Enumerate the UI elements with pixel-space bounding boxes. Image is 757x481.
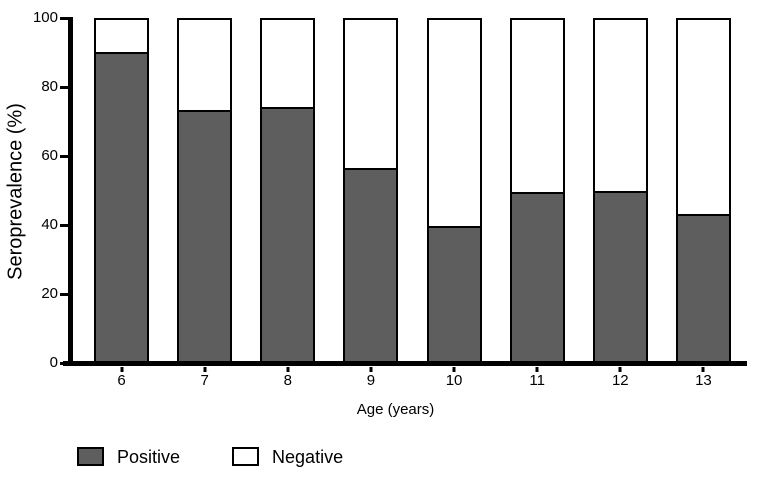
bar-slot-age-9: 9	[343, 18, 399, 388]
bar-positive-segment-age-8	[262, 106, 314, 361]
legend-label-positive: Positive	[117, 446, 181, 467]
bar-positive-segment-age-6	[96, 52, 148, 361]
bar-negative-segment-age-7	[177, 18, 233, 363]
bar-negative-segment-age-10	[426, 18, 482, 363]
x-tick-age-13	[701, 367, 705, 372]
bar-slot-age-13: 13	[675, 18, 731, 388]
y-tick-100	[60, 16, 69, 20]
bar-positive-segment-age-9	[345, 168, 397, 361]
y-tick-label-20: 20	[41, 285, 58, 302]
y-tick-80	[60, 85, 69, 89]
y-tick-label-40: 40	[41, 216, 58, 233]
legend-item-negative: Negative	[232, 447, 343, 466]
x-tick-age-6	[120, 367, 124, 372]
x-tick-label-age-13: 13	[695, 372, 712, 389]
y-tick-label-60: 60	[41, 147, 58, 164]
x-tick-label-age-9: 9	[366, 372, 376, 389]
bar-positive-segment-age-11	[511, 192, 563, 361]
bar-positive-segment-age-12	[594, 190, 646, 361]
bar-slot-age-6: 6	[94, 18, 150, 388]
y-tick-40	[60, 223, 69, 227]
x-tick-label-age-11: 11	[529, 372, 545, 389]
x-axis-line	[63, 361, 747, 366]
x-axis-title: Age (years)	[356, 401, 435, 418]
y-tick-0	[60, 361, 69, 365]
bar-negative-segment-age-11	[509, 18, 565, 363]
x-tick-age-12	[618, 367, 622, 372]
legend-swatch-positive	[77, 447, 104, 466]
bar-negative-segment-age-8	[260, 18, 316, 363]
x-tick-age-11	[535, 367, 539, 372]
y-tick-label-100: 100	[32, 9, 58, 26]
x-tick-age-10	[452, 367, 456, 372]
y-tick-label-0: 0	[49, 354, 58, 371]
y-tick-label-80: 80	[41, 78, 58, 95]
bar-negative-segment-age-13	[675, 18, 731, 363]
legend-item-positive: Positive	[77, 447, 180, 466]
x-tick-label-age-10: 10	[445, 372, 463, 389]
bar-slot-age-7: 7	[177, 18, 233, 388]
bar-positive-segment-age-10	[428, 226, 480, 361]
legend-label-negative: Negative	[272, 446, 344, 467]
bar-positive-segment-age-7	[179, 110, 231, 361]
x-tick-label-age-7: 7	[200, 372, 209, 389]
legend-swatch-negative	[232, 447, 260, 466]
y-tick-60	[60, 154, 69, 158]
legend: Positive Negative	[77, 447, 343, 466]
bar-slot-age-10: 10	[426, 18, 482, 388]
bar-negative-segment-age-9	[343, 18, 399, 363]
x-tick-label-age-6: 6	[117, 372, 126, 389]
bars: 6 7 8 9 10 11 12 13	[80, 18, 745, 388]
bar-positive-segment-age-13	[677, 214, 729, 361]
y-axis-title: Seroprevalence (%)	[4, 103, 27, 280]
x-tick-age-9	[369, 367, 373, 372]
x-tick-age-7	[203, 367, 207, 372]
bar-slot-age-8: 8	[260, 18, 316, 388]
bar-negative-segment-age-6	[94, 18, 150, 363]
bar-slot-age-11: 11	[509, 18, 565, 388]
bar-negative-segment-age-12	[592, 18, 648, 363]
x-tick-age-8	[286, 367, 290, 372]
x-tick-label-age-12: 12	[611, 372, 629, 389]
bar-slot-age-12: 12	[592, 18, 648, 388]
y-axis-line	[68, 17, 73, 366]
x-tick-label-age-8: 8	[283, 372, 292, 389]
y-tick-20	[60, 292, 69, 296]
